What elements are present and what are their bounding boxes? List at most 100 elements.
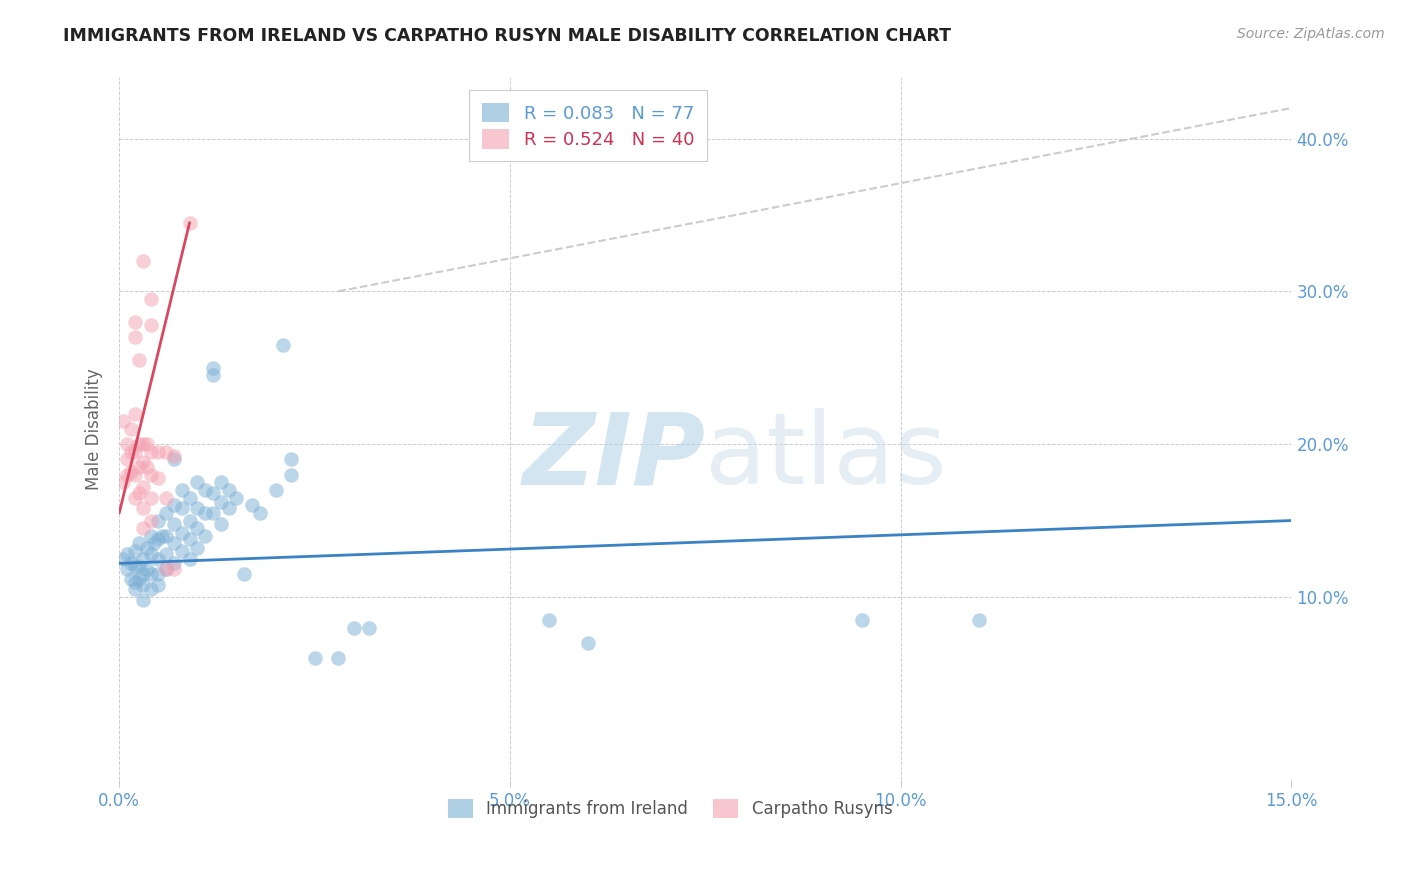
Point	[115, 562, 138, 576]
Point	[139, 582, 162, 597]
Point	[163, 562, 186, 576]
Point	[128, 460, 150, 475]
Point	[218, 483, 240, 497]
Point	[115, 467, 138, 482]
Point	[209, 516, 232, 531]
Point	[124, 330, 146, 344]
Point	[120, 422, 142, 436]
Point	[209, 495, 232, 509]
Text: IMMIGRANTS FROM IRELAND VS CARPATHO RUSYN MALE DISABILITY CORRELATION CHART: IMMIGRANTS FROM IRELAND VS CARPATHO RUSY…	[63, 27, 952, 45]
Point	[128, 353, 150, 368]
Point	[132, 521, 155, 535]
Point	[124, 467, 146, 482]
Point	[186, 475, 208, 490]
Point	[202, 368, 225, 383]
Point	[967, 613, 990, 627]
Point	[124, 315, 146, 329]
Point	[163, 536, 186, 550]
Point	[179, 216, 201, 230]
Point	[120, 465, 142, 479]
Point	[264, 483, 287, 497]
Legend: Immigrants from Ireland, Carpatho Rusyns: Immigrants from Ireland, Carpatho Rusyns	[441, 793, 898, 825]
Point	[170, 525, 193, 540]
Point	[139, 567, 162, 582]
Point	[194, 483, 217, 497]
Point	[240, 498, 263, 512]
Point	[139, 467, 162, 482]
Text: Source: ZipAtlas.com: Source: ZipAtlas.com	[1237, 27, 1385, 41]
Point	[155, 562, 177, 576]
Point	[326, 651, 349, 665]
Point	[155, 547, 177, 561]
Point	[280, 467, 302, 482]
Point	[139, 514, 162, 528]
Point	[135, 437, 157, 451]
Point	[120, 444, 142, 458]
Point	[280, 452, 302, 467]
Point	[194, 529, 217, 543]
Point	[132, 501, 155, 516]
Point	[155, 491, 177, 505]
Point	[124, 491, 146, 505]
Point	[851, 613, 873, 627]
Point	[112, 551, 135, 566]
Point	[139, 318, 162, 332]
Point	[218, 501, 240, 516]
Point	[202, 486, 225, 500]
Point	[148, 514, 170, 528]
Point	[124, 407, 146, 421]
Point	[209, 475, 232, 490]
Y-axis label: Male Disability: Male Disability	[86, 368, 103, 490]
Point	[273, 338, 295, 352]
Point	[128, 536, 150, 550]
Text: ZIP: ZIP	[523, 409, 706, 506]
Point	[170, 544, 193, 558]
Point	[155, 562, 177, 576]
Point	[132, 480, 155, 494]
Point	[148, 471, 170, 485]
Point	[576, 636, 599, 650]
Point	[120, 557, 142, 571]
Point	[179, 491, 201, 505]
Point	[186, 501, 208, 516]
Point	[132, 567, 155, 582]
Point	[139, 529, 162, 543]
Point	[148, 567, 170, 582]
Point	[202, 360, 225, 375]
Point	[135, 460, 157, 475]
Point	[124, 574, 146, 589]
Point	[115, 437, 138, 451]
Point	[163, 516, 186, 531]
Point	[186, 521, 208, 535]
Point	[124, 544, 146, 558]
Point	[132, 437, 155, 451]
Point	[124, 559, 146, 574]
Point	[179, 551, 201, 566]
Point	[132, 593, 155, 607]
Point	[179, 514, 201, 528]
Point	[148, 551, 170, 566]
Point	[343, 620, 366, 634]
Point	[186, 541, 208, 555]
Point	[128, 572, 150, 586]
Point	[115, 547, 138, 561]
Point	[139, 491, 162, 505]
Point	[132, 455, 155, 469]
Point	[163, 452, 186, 467]
Point	[128, 486, 150, 500]
Point	[249, 506, 271, 520]
Point	[233, 567, 256, 582]
Point	[359, 620, 381, 634]
Point	[128, 559, 150, 574]
Point	[155, 506, 177, 520]
Point	[143, 536, 166, 550]
Point	[148, 532, 170, 546]
Point	[132, 578, 155, 592]
Point	[139, 292, 162, 306]
Point	[155, 444, 177, 458]
Point	[132, 551, 155, 566]
Point	[304, 651, 326, 665]
Point	[128, 437, 150, 451]
Point	[124, 582, 146, 597]
Point	[112, 475, 135, 490]
